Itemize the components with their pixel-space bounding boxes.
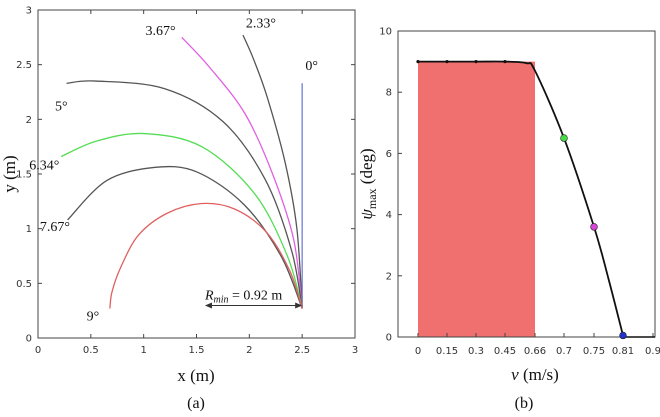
panel-b-label: (b) (515, 395, 534, 412)
curve-label-2-33: 2.33° (246, 16, 276, 31)
panel-a-y-tick-label: 2.5 (16, 60, 32, 71)
panel-a-x-tick-label: 1 (140, 345, 146, 356)
panel-a-curve-labels: 0° 2.33° 3.67° 5° 6.34° 7.67° 9° (29, 16, 318, 324)
panel-a-y-tick-label: 1.5 (16, 170, 32, 181)
panel-b-shaded-region (418, 61, 535, 337)
panel-b-x-tick-label: 0.9 (645, 346, 660, 357)
panel-a-y-tick-label: 3 (26, 6, 32, 17)
trajectory-9 (109, 202, 303, 309)
panel-b-x-axis-label: v (m/s) (511, 365, 559, 384)
panel-b-y-tick-label: 6 (386, 149, 392, 160)
panel-b-y-tick-label: 4 (386, 210, 392, 221)
curve-sample-point (503, 60, 507, 64)
psi-max-curve (417, 60, 624, 336)
panel-b-x-tick-label: 0.75 (583, 346, 605, 357)
curve-label-9: 9° (87, 310, 100, 325)
trajectory-6-34 (60, 132, 303, 309)
panel-b: 0 0.15 0.3 0.45 0.66 0.7 0.75 0.81 0.9 0 2 4 6 8 10 v … (357, 27, 660, 413)
panel-a-x-tick-label: 2 (246, 345, 252, 356)
panel-b-axes-frame (397, 30, 656, 338)
curve-label-5: 5° (55, 100, 68, 115)
stable-velocity-region (418, 61, 535, 337)
panel-b-x-tick-label: 0 (415, 346, 421, 357)
panel-a-series (60, 34, 303, 309)
panel-b-x-tick-label: 0.66 (524, 346, 546, 357)
rmin-arrowhead-left (204, 302, 212, 309)
panel-a-x-tick-label: 3 (352, 345, 358, 356)
panel-a-x-tick-label: 0 (35, 345, 41, 356)
curve-sample-point (416, 60, 420, 64)
panel-b-x-tick-label: 0.81 (612, 346, 634, 357)
panel-b-y-axis-label: ψmax (deg) (357, 148, 379, 219)
panel-b-x-tick-label: 0.45 (494, 346, 516, 357)
panel-a-y-tick-label: 1 (26, 224, 32, 235)
panel-a-x-tick-label: 1.5 (189, 345, 205, 356)
panel-a-x-tick-label: 0.5 (83, 345, 99, 356)
curve-label-3-67: 3.67° (146, 24, 176, 39)
curve-label-6-34: 6.34° (29, 159, 59, 174)
rmin-annotation: Rmin = 0.92 m (204, 288, 303, 309)
rmin-subscript: min (214, 294, 229, 305)
panel-a-x-tick-label: 2.5 (294, 345, 310, 356)
rmin-arrowhead-right (295, 302, 303, 309)
trajectory-3-67 (181, 36, 303, 309)
marker-v-0-75 (590, 223, 598, 231)
trajectory-2-33 (242, 34, 303, 309)
curve-sample-point (445, 60, 449, 64)
psi-unit: (deg) (357, 148, 376, 188)
panel-b-x-tick-label: 0.15 (436, 346, 458, 357)
rmin-symbol: R (204, 288, 214, 303)
panel-a-y-tick-label: 0 (26, 334, 32, 345)
panel-a-x-axis-label: x (m) (177, 366, 214, 385)
curve-sample-point (474, 60, 478, 64)
marker-v-0-7 (560, 134, 568, 142)
panel-a-y-tick-label: 0.5 (16, 279, 32, 290)
rmin-value: = 0.92 m (229, 288, 283, 303)
panel-b-y-tick-label: 8 (386, 88, 392, 99)
panel-b-x-tick-label: 0.7 (556, 346, 572, 357)
panel-a-y-tick-label: 2 (26, 115, 32, 126)
psi-subscript: max (365, 188, 379, 209)
panel-a: 0 0.5 1 1.5 2 2.5 3 0 0.5 1 1.5 2 2.5 3 0° 2.33° 3.67° 5… (0, 6, 358, 413)
velocity-unit: (m/s) (519, 365, 559, 384)
curve-label-7-67: 7.67° (40, 220, 70, 235)
velocity-symbol: v (511, 365, 519, 384)
panel-b-x-tick-label: 0.3 (468, 346, 484, 357)
panel-b-curve (416, 60, 655, 338)
panel-b-y-tick-label: 2 (386, 271, 392, 282)
trajectory-5 (66, 80, 303, 309)
panel-a-y-axis-label: y (m) (0, 155, 19, 192)
psi-symbol: ψ (357, 209, 376, 220)
panel-b-ticks: 0 0.15 0.3 0.45 0.66 0.7 0.75 0.81 0.9 0 2 4 6 8 10 (379, 27, 660, 358)
panel-a-ticks: 0 0.5 1 1.5 2 2.5 3 0 0.5 1 1.5 2 2.5 3 (16, 6, 358, 357)
panel-a-label: (a) (187, 395, 205, 412)
panel-b-y-tick-label: 0 (386, 333, 392, 344)
panel-b-markers (560, 134, 627, 340)
trajectory-7-67 (67, 165, 303, 309)
panel-b-y-tick-label: 10 (379, 27, 392, 38)
curve-label-0: 0° (305, 59, 318, 74)
marker-v-0-81 (619, 331, 627, 340)
rmin-label: Rmin = 0.92 m (204, 288, 282, 305)
